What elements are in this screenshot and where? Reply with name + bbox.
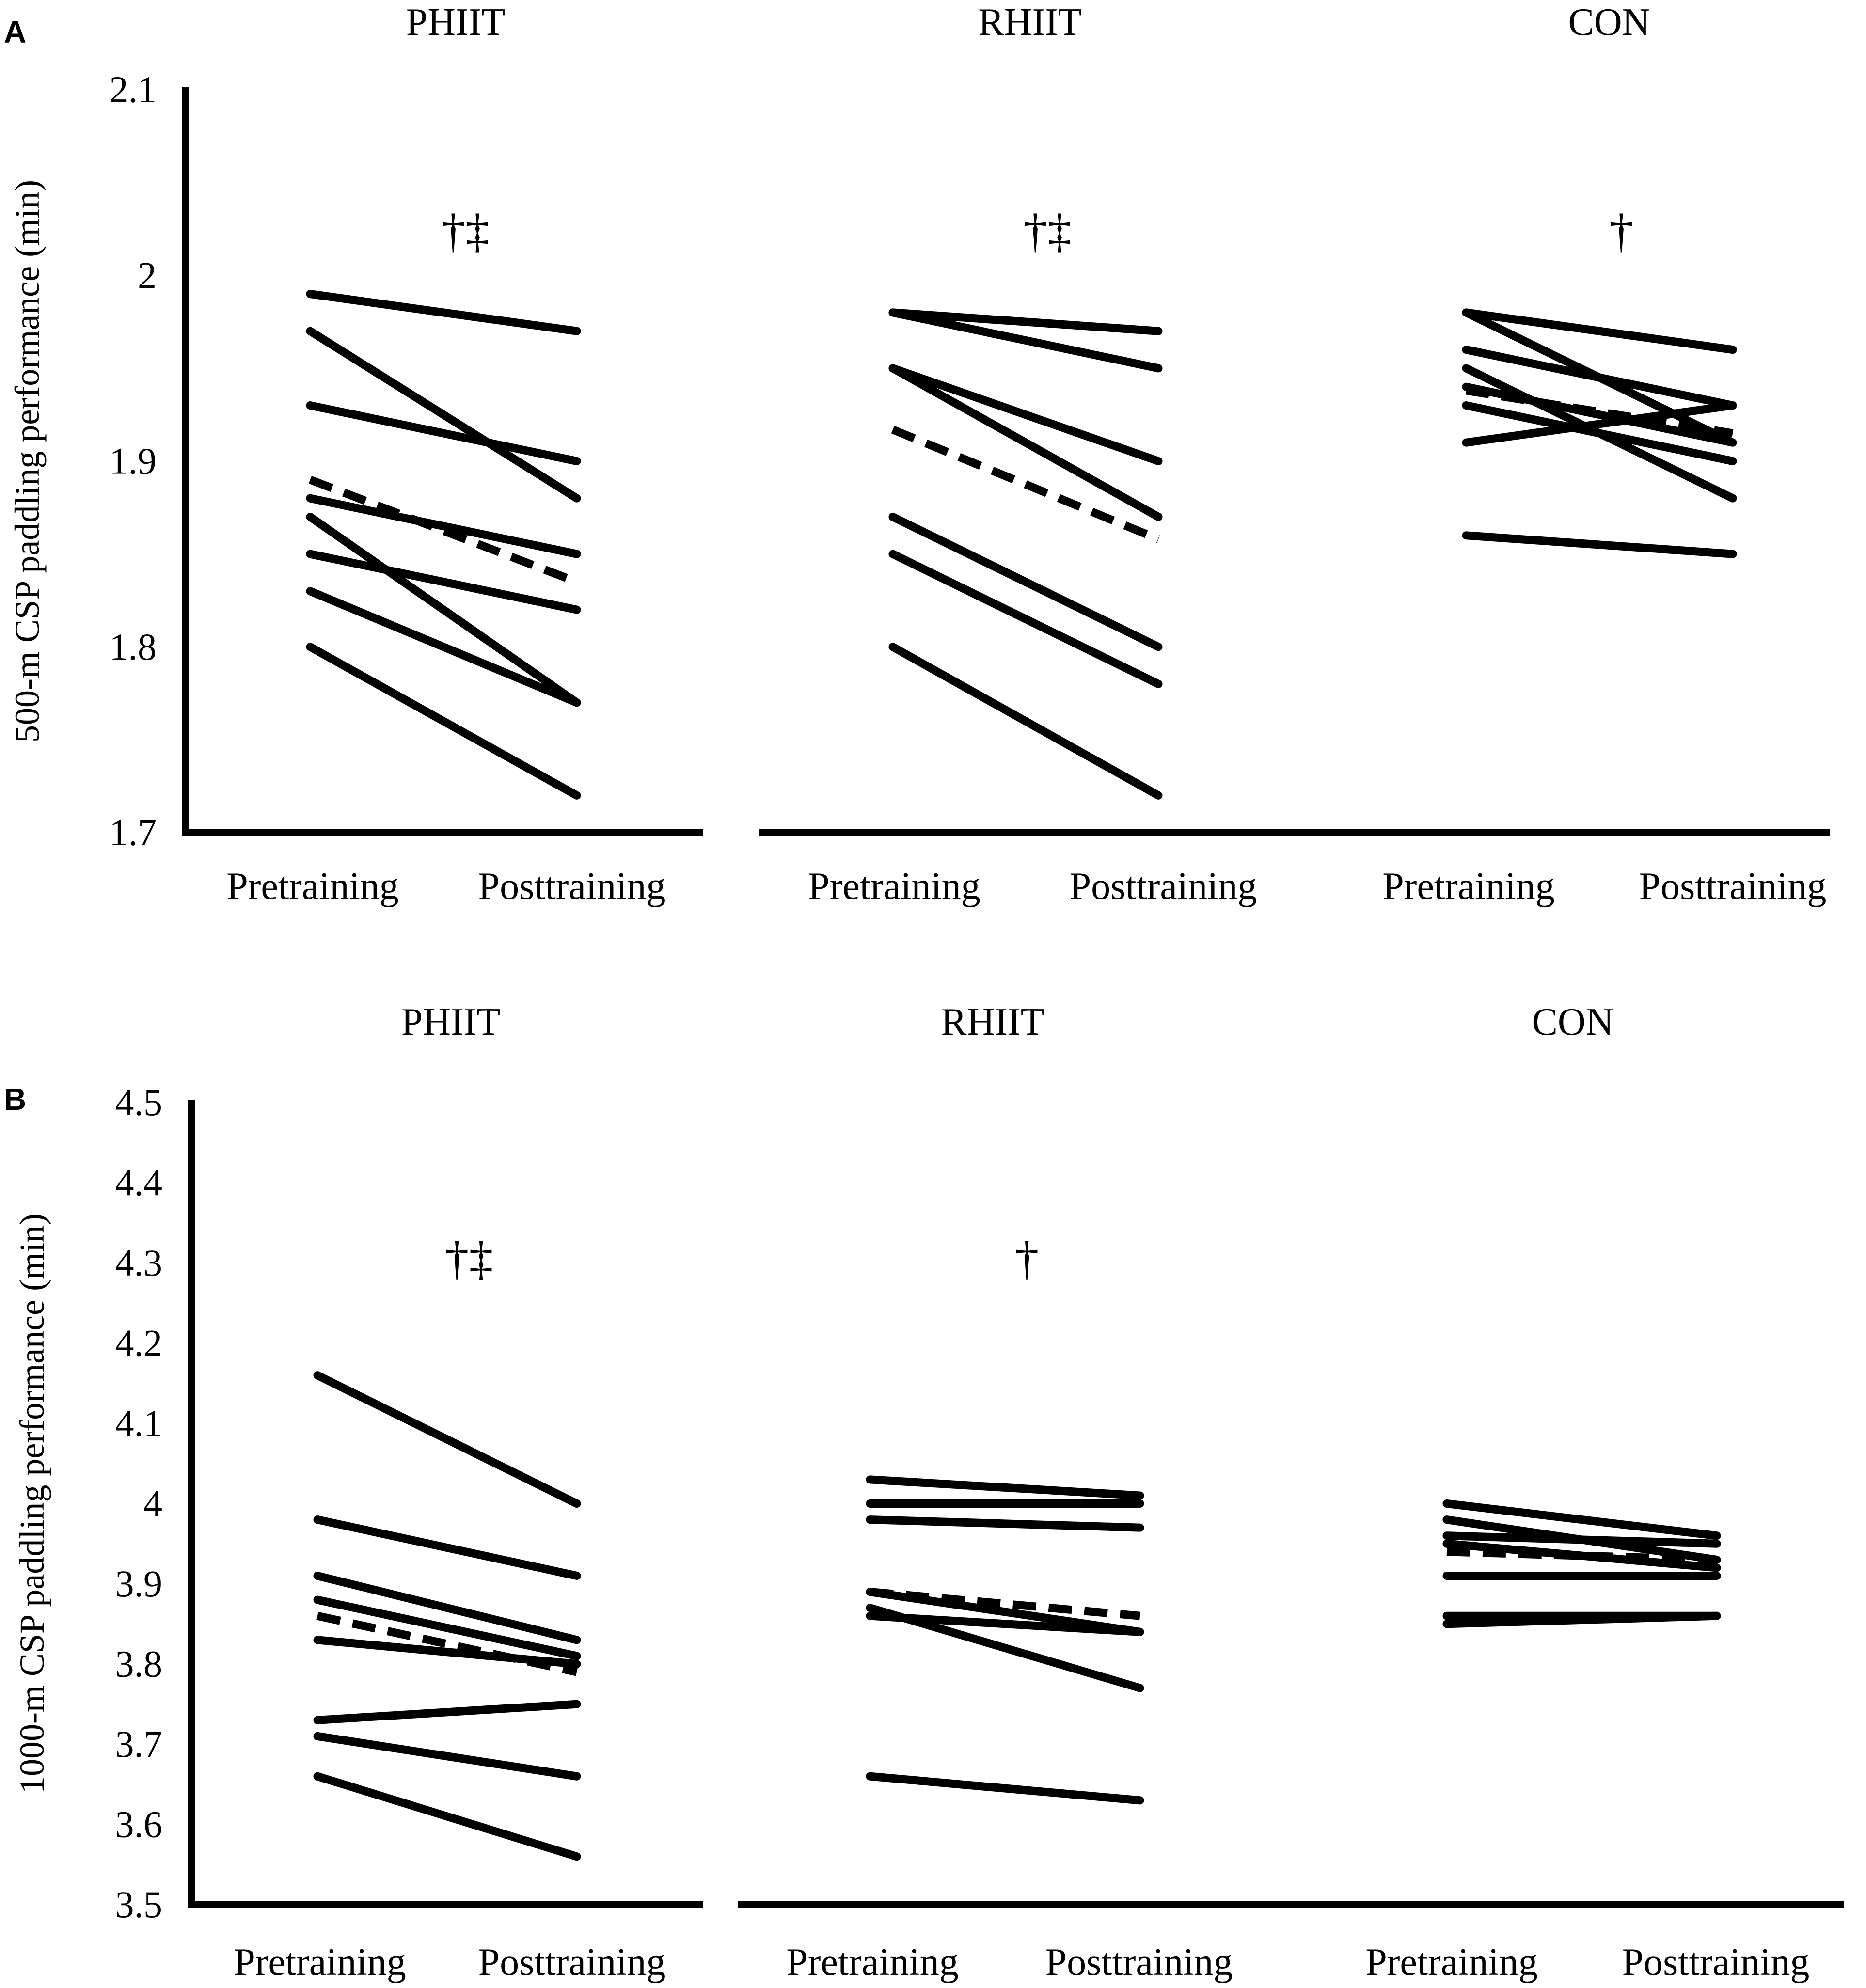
significance-marker: †‡ [441, 204, 490, 258]
group-phiit: PHIIT †‡ Pretraining Posttraining [182, 1, 703, 908]
individual-line [306, 494, 581, 558]
significance-marker: †‡ [445, 1231, 493, 1285]
y-tick-label: 3.8 [115, 1643, 163, 1685]
panel-b: B 3.5 3.6 3.7 3.8 3.9 4 4.1 4.2 4.3 4.4 4.5 1000-m C… [4, 1001, 1844, 1984]
individual-line [306, 401, 581, 465]
group-con: CON † Pretraining Posttraining [1334, 1, 1830, 908]
individual-line [306, 643, 581, 800]
individual-line [313, 1515, 581, 1580]
y-tick-label: 4.2 [115, 1322, 163, 1364]
y-tick-label: 4.3 [115, 1242, 163, 1284]
individual-line [313, 1732, 581, 1781]
y-tick-label: 1.9 [110, 440, 157, 482]
group-title: CON [1568, 1, 1650, 44]
group-rhiit: RHIIT †‡ Pretraining Posttraining [759, 1, 1367, 908]
x-category-label: Posttraining [1639, 865, 1827, 908]
group-rhiit: RHIIT † Pretraining Posttraining [738, 1001, 1350, 1984]
mean-line-dashed [316, 1611, 578, 1676]
individual-line [313, 1700, 581, 1724]
individual-line [1442, 1611, 1721, 1628]
individual-line [313, 1571, 581, 1644]
x-category-label: Posttraining [478, 865, 666, 908]
individual-line [1462, 308, 1737, 354]
mean-line-dashed [891, 426, 1160, 543]
individual-line [866, 1772, 1144, 1805]
individual-line [888, 364, 1163, 521]
individual-line [888, 364, 1163, 465]
group-title: CON [1532, 1001, 1614, 1043]
individual-line [1462, 401, 1737, 447]
y-tick-label: 4.5 [115, 1081, 163, 1123]
group-phiit: PHIIT †‡ Pretraining Posttraining [188, 1001, 703, 1984]
individual-line [1462, 346, 1737, 410]
x-category-label: Posttraining [1622, 1941, 1810, 1984]
x-category-label: Posttraining [1070, 865, 1257, 908]
significance-marker: † [1015, 1231, 1039, 1285]
x-category-label: Pretraining [234, 1941, 406, 1984]
individual-line [866, 1611, 1144, 1636]
individual-line [1462, 531, 1737, 558]
individual-line [888, 308, 1163, 373]
individual-line [1442, 1539, 1721, 1572]
group-title: PHIIT [401, 1001, 500, 1043]
y-axis-title: 500-m CSP paddling performance (min) [8, 180, 47, 742]
group-title: RHIIT [941, 1001, 1044, 1043]
significance-marker: †‡ [1023, 204, 1072, 258]
individual-line [888, 512, 1163, 651]
significance-marker: † [1609, 204, 1633, 258]
individual-line [313, 1772, 581, 1861]
y-tick-label: 4.1 [115, 1402, 163, 1444]
y-axis-title: 1000-m CSP paddling performance (min) [13, 1214, 51, 1794]
individual-line [306, 550, 581, 614]
y-tick-label: 3.5 [115, 1883, 163, 1925]
y-tick-label: 3.6 [115, 1803, 163, 1846]
panel-a: A 1.7 1.8 1.9 2 2.1 500-m CSP paddling perform… [4, 1, 1830, 908]
individual-line [306, 587, 581, 707]
individual-line [866, 1515, 1144, 1532]
individual-line [888, 550, 1163, 688]
y-tick-label: 2.1 [110, 68, 157, 110]
group-con: CON Pretraining Posttraining [1315, 1001, 1844, 1984]
group-title: PHIIT [406, 1, 505, 44]
individual-line [306, 290, 581, 335]
individual-line [866, 1475, 1144, 1500]
x-category-label: Pretraining [226, 865, 398, 908]
y-tick-label: 3.7 [115, 1723, 163, 1765]
mean-line-dashed [1465, 386, 1734, 438]
individual-line [313, 1595, 581, 1660]
y-tick-label: 4.4 [115, 1162, 163, 1204]
individual-line [306, 512, 581, 707]
individual-line [1442, 1531, 1721, 1548]
y-tick-label: 4 [143, 1483, 162, 1525]
y-tick-label: 1.7 [110, 811, 157, 853]
x-category-label: Posttraining [1045, 1941, 1233, 1984]
y-tick-label: 1.8 [110, 626, 157, 668]
individual-line [888, 308, 1163, 335]
mean-line-dashed [1446, 1547, 1717, 1564]
y-tick-label: 2 [138, 254, 157, 296]
panel-label: A [4, 15, 26, 49]
mean-line-dashed [308, 475, 579, 586]
y-tick-label: 3.9 [115, 1562, 163, 1605]
x-category-label: Posttraining [478, 1941, 666, 1984]
panel-label: B [4, 1082, 26, 1117]
x-category-label: Pretraining [1382, 865, 1554, 908]
individual-line [313, 1371, 581, 1508]
x-category-label: Pretraining [1365, 1941, 1537, 1984]
x-category-label: Pretraining [808, 865, 980, 908]
group-title: RHIIT [978, 1, 1081, 44]
individual-line [888, 643, 1163, 800]
individual-line [306, 327, 581, 503]
individual-line [1462, 401, 1737, 465]
individual-line [1442, 1499, 1721, 1540]
mean-line-dashed [870, 1588, 1140, 1620]
x-category-label: Pretraining [786, 1941, 958, 1984]
